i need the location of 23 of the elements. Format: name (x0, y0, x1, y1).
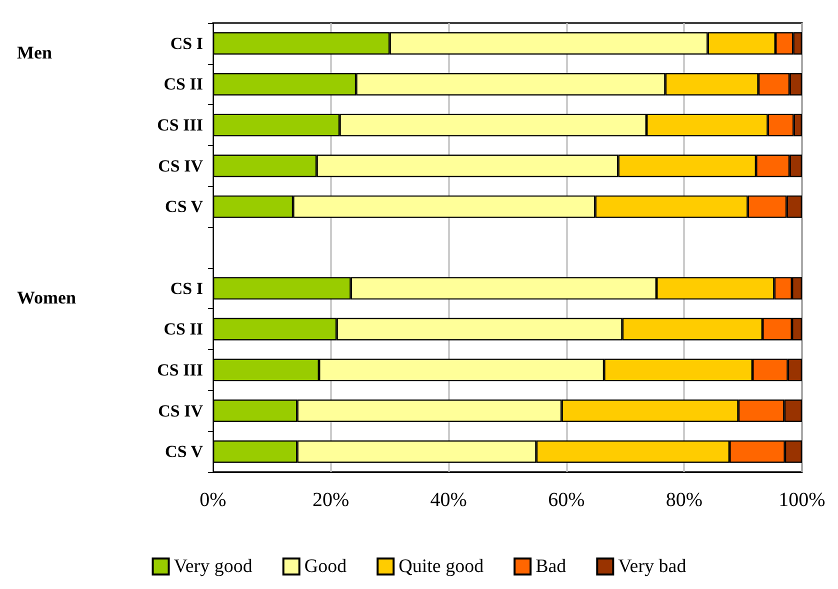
legend-label: Good (304, 556, 348, 577)
y-tick-label: CS IV (158, 156, 204, 176)
y-tick-label: CS IV (158, 401, 204, 420)
legend-label: Very bad (618, 556, 687, 577)
y-tick-label: CS II (164, 320, 204, 339)
y-tick-label: CS I (170, 278, 204, 298)
x-tick-label: 80% (666, 489, 703, 511)
y-tick-label: CS III (157, 116, 204, 135)
y-tick-label: CS V (165, 442, 204, 462)
x-tick-label: 60% (548, 489, 585, 511)
y-tick-label: CS II (164, 74, 204, 94)
legend-label: Very good (174, 556, 253, 577)
y-tick-label: CS I (170, 34, 204, 53)
legend-label: Quite good (398, 556, 484, 577)
y-tick-label: CS V (165, 197, 204, 216)
x-tick-label: 40% (430, 489, 467, 511)
text: Men (17, 42, 52, 62)
legend-label: Bad (536, 556, 567, 577)
text: Women (17, 287, 76, 308)
x-tick-label: 0% (200, 489, 226, 511)
x-tick-label: 100% (778, 489, 826, 511)
x-tick-label: 20% (312, 489, 350, 511)
y-tick-label: CS III (157, 360, 204, 380)
